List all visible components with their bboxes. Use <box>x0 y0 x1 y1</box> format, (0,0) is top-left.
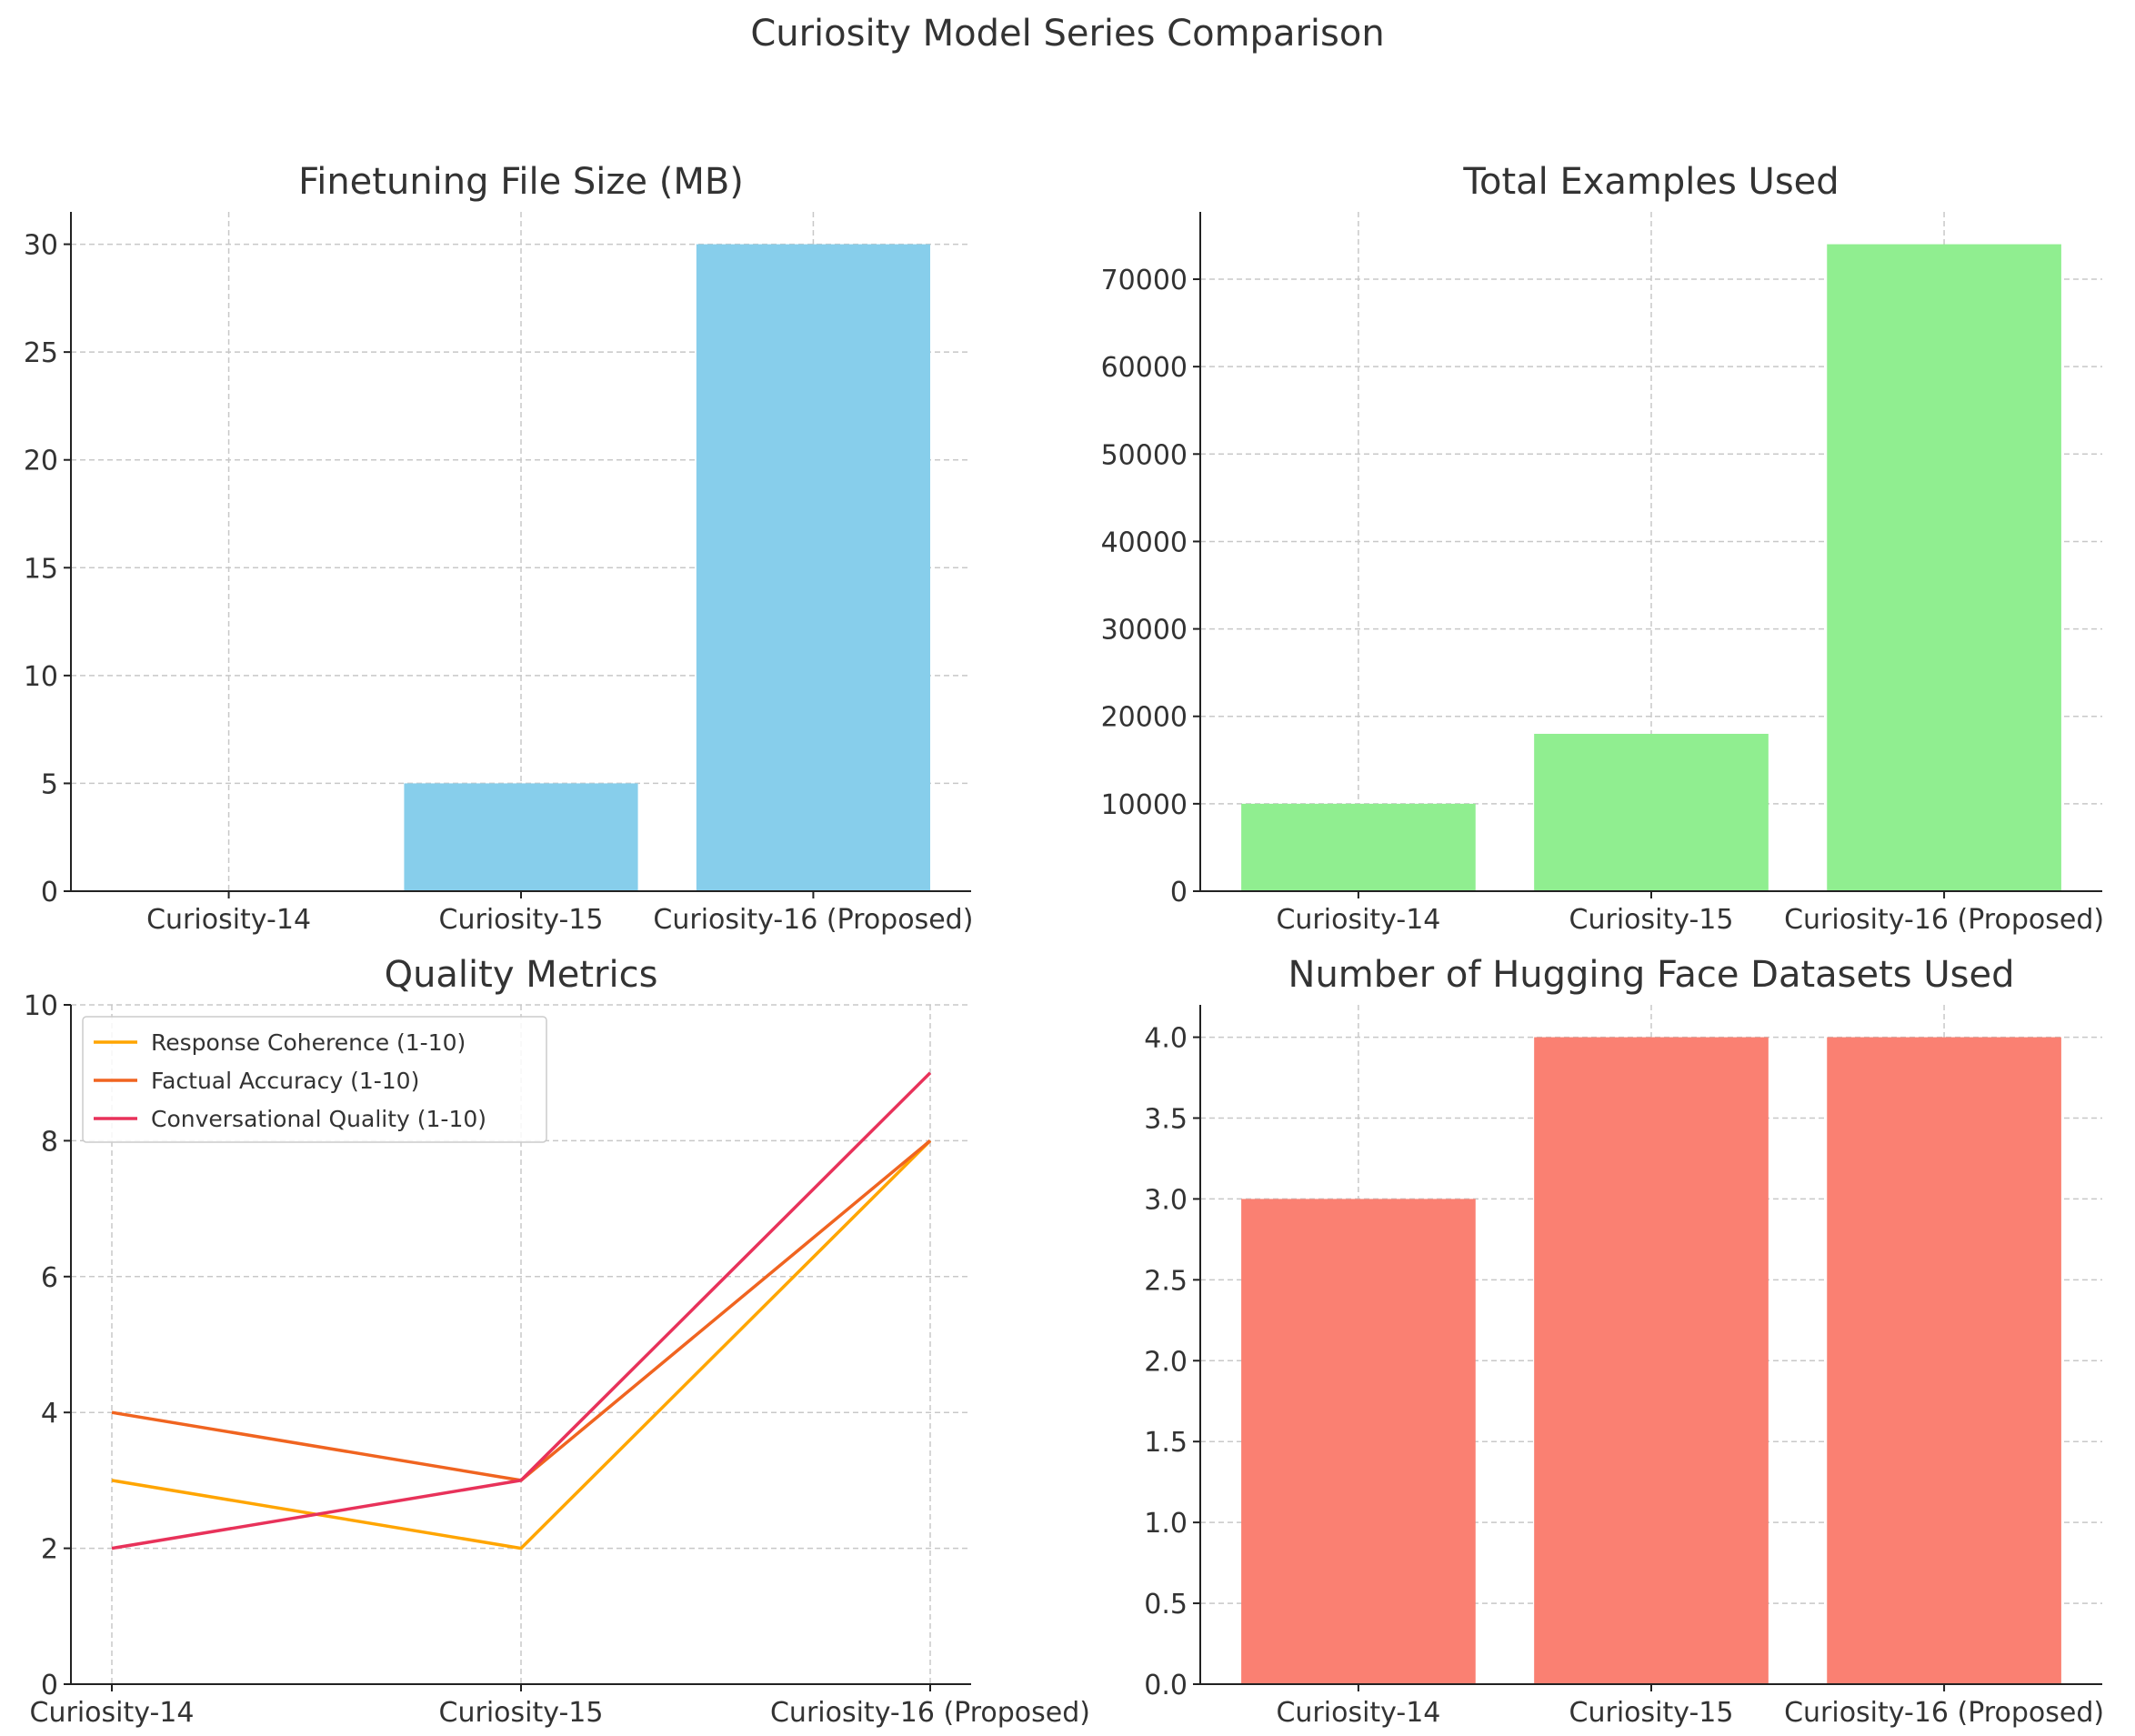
bar-curiosity-14 <box>1241 803 1476 891</box>
y-tick-label: 40000 <box>1101 527 1188 558</box>
bar-curiosity-15 <box>1534 1037 1769 1684</box>
y-tick-label: 10 <box>24 661 58 693</box>
bar-curiosity-14 <box>1241 1199 1476 1684</box>
y-tick-label: 20 <box>24 446 58 477</box>
y-tick-label: 30 <box>24 230 58 262</box>
y-tick-label: 10000 <box>1101 789 1188 821</box>
bar-curiosity-16-proposed <box>1827 1037 2061 1684</box>
y-tick-label: 60000 <box>1101 352 1188 384</box>
y-tick-label: 6 <box>41 1262 58 1294</box>
chart-title: Finetuning File Size (MB) <box>298 161 744 203</box>
y-tick-label: 1.0 <box>1144 1508 1188 1540</box>
chart-title: Quality Metrics <box>385 954 658 996</box>
y-tick-label: 0.5 <box>1144 1589 1188 1621</box>
y-tick-label: 3.5 <box>1144 1104 1188 1136</box>
y-tick-label: 70000 <box>1101 265 1188 296</box>
y-tick-label: 0 <box>41 877 58 908</box>
bar-curiosity-16-proposed <box>696 244 930 892</box>
y-tick-label: 0 <box>1170 877 1188 908</box>
y-tick-label: 0.0 <box>1144 1670 1188 1701</box>
legend-label: Factual Accuracy (1-10) <box>151 1068 419 1094</box>
y-tick-label: 2.0 <box>1144 1346 1188 1378</box>
x-tick-label: Curiosity-16 (Proposed) <box>1784 904 2104 936</box>
y-tick-label: 15 <box>24 553 58 585</box>
y-tick-label: 1.5 <box>1144 1427 1188 1459</box>
y-tick-label: 2.5 <box>1144 1265 1188 1297</box>
bar-curiosity-16-proposed <box>1827 244 2061 892</box>
series-line-3 <box>111 1071 932 1550</box>
y-tick-label: 20000 <box>1101 702 1188 734</box>
y-tick-label: 0 <box>41 1670 58 1701</box>
chart-title: Total Examples Used <box>1462 161 1839 203</box>
bar-curiosity-15 <box>1534 733 1769 891</box>
y-tick-label: 2 <box>41 1534 58 1566</box>
legend-label: Conversational Quality (1-10) <box>151 1106 486 1132</box>
y-tick-label: 4 <box>41 1398 58 1430</box>
datasets-chart: Number of Hugging Face Datasets Used 0.0 0… <box>1144 954 2104 1729</box>
examples-chart: Total Examples Used 0 10000 20000 30000 40000… <box>1101 161 2105 936</box>
y-tick-label: 3.0 <box>1144 1184 1188 1216</box>
x-tick-label: Curiosity-16 (Proposed) <box>770 1697 1090 1729</box>
series-line-1 <box>111 1139 932 1550</box>
y-tick-label: 8 <box>41 1126 58 1158</box>
x-tick-label: Curiosity-14 <box>1276 904 1440 936</box>
y-tick-label: 5 <box>41 768 58 800</box>
y-tick-label: 30000 <box>1101 615 1188 647</box>
x-tick-label: Curiosity-15 <box>439 1697 604 1729</box>
y-tick-label: 25 <box>24 337 58 369</box>
legend-box <box>82 1016 547 1143</box>
x-tick-label: Curiosity-14 <box>1276 1697 1440 1729</box>
bar-curiosity-15 <box>404 783 638 891</box>
y-tick-label: 4.0 <box>1144 1023 1188 1055</box>
y-tick-label: 10 <box>24 990 58 1022</box>
x-tick-label: Curiosity-14 <box>30 1697 195 1729</box>
x-tick-label: Curiosity-16 (Proposed) <box>653 904 973 936</box>
legend-label: Response Coherence (1-10) <box>151 1029 466 1056</box>
x-tick-label: Curiosity-16 (Proposed) <box>1784 1697 2104 1729</box>
file-size-chart: Finetuning File Size (MB) 0 5 10 15 20 25 30 Cur… <box>24 161 974 936</box>
x-tick-label: Curiosity-15 <box>1569 1697 1734 1729</box>
x-tick-label: Curiosity-14 <box>146 904 311 936</box>
y-tick-label: 50000 <box>1101 439 1188 471</box>
x-tick-label: Curiosity-15 <box>439 904 604 936</box>
x-tick-label: Curiosity-15 <box>1569 904 1734 936</box>
chart-title: Number of Hugging Face Datasets Used <box>1288 954 2015 996</box>
quality-metrics-chart: Quality Metrics 0 2 4 6 8 10 Curiosity-14 Curios… <box>24 954 1090 1729</box>
figure-title: Curiosity Model Series Comparison <box>750 13 1384 55</box>
